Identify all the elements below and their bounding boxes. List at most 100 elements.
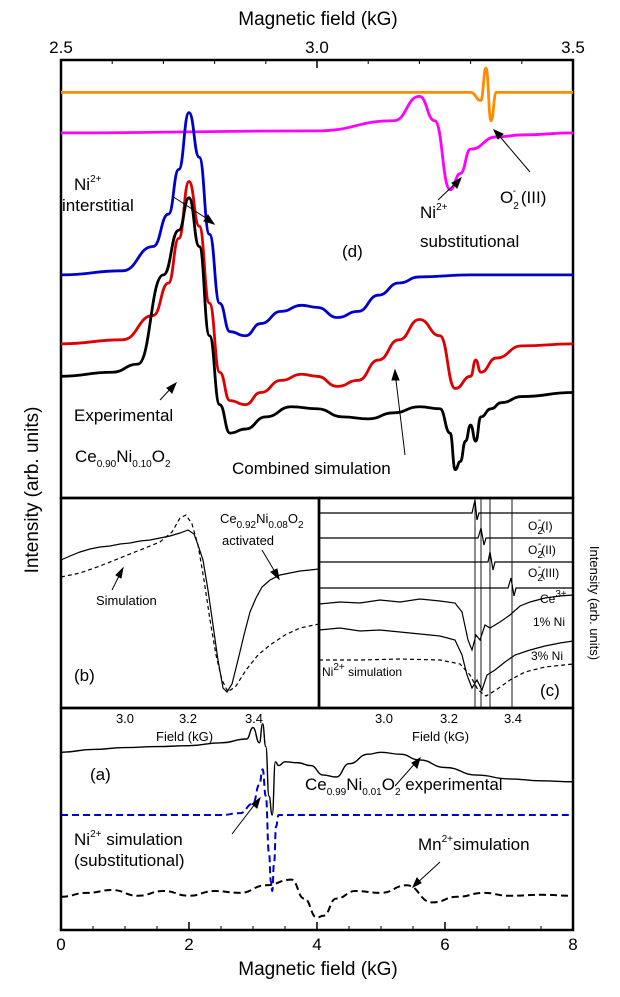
panel-b-tick-32: 3.2	[179, 711, 197, 726]
arrowhead-mn-sim-a	[411, 877, 422, 889]
arrowhead-activated	[270, 568, 280, 581]
arrowhead-substitutional	[451, 176, 462, 189]
formula-part: 2	[298, 520, 304, 531]
panel-a-series	[60, 723, 574, 919]
arrow-interstitial	[171, 195, 213, 223]
label-ni-substitutional-sup: 2+	[436, 202, 448, 213]
bottom-tick-label: 6	[440, 935, 449, 954]
label-ni-sim-a-sup: 2+	[90, 829, 102, 840]
label-o2-iii-sup: -	[513, 186, 516, 197]
panel-c-o2-iii-line	[319, 551, 573, 571]
label-simulation-b: Simulation	[96, 593, 157, 608]
label-interstitial: interstitial	[62, 196, 134, 215]
bottom-tick-label: 0	[56, 935, 65, 954]
formula-part: 0.08	[268, 520, 288, 531]
panel-d-label: (d)	[342, 242, 363, 261]
formula-part: Ce	[220, 511, 237, 526]
arrowhead-combined	[391, 368, 400, 381]
label-o2-i: O2-(I)	[528, 515, 553, 537]
formula-part: 0.92	[237, 520, 257, 531]
label-ni-simulation-c-ni: Ni	[322, 665, 333, 679]
arrow-o2-iii	[495, 131, 531, 173]
formula-part: O	[288, 511, 298, 526]
label-o2-iii-c-o: O	[528, 566, 537, 580]
formula-part: 0.90	[97, 459, 117, 470]
label-ni-simulation-c-sup: 2+	[333, 662, 345, 673]
panel-b-field-axis: 3.0 3.2 3.4 Field (kG)	[116, 711, 263, 744]
label-ni-simulation-c: Ni2+ simulation	[322, 662, 402, 679]
panel-c-ce3-line	[319, 577, 573, 597]
arrowhead-interstitial	[203, 214, 216, 225]
panel-c-field-axis: 3.0 3.2 3.4 Field (kG)	[375, 711, 522, 744]
label-ni-sim-a-line1: Ni2+ simulation	[74, 829, 183, 849]
bottom-tick-label: 4	[312, 935, 321, 954]
label-o2-iii-c-sup: -	[538, 562, 541, 573]
formula-part: 0.10	[132, 459, 152, 470]
y-axis-title: Intensity (arb. units)	[22, 407, 43, 574]
label-ce3: Ce3+	[540, 589, 567, 606]
panel-c-3pct-ni-line	[318, 627, 574, 692]
series-ni2-interstitial-line	[60, 111, 573, 338]
panel-b-experimental-line	[60, 529, 320, 693]
panel-c-axis-title: Field (kG)	[412, 729, 469, 744]
panel-c-o2-i-line	[319, 499, 573, 521]
panel-b-axis-title: Field (kG)	[156, 729, 213, 744]
label-3pct-ni: 3% Ni	[531, 649, 563, 663]
series-ni2-substitutional-line	[60, 94, 574, 192]
label-mn-sim-a-mn: Mn	[418, 835, 442, 854]
panel-b-tick-34: 3.4	[245, 711, 263, 726]
bottom-tick-label: 2	[184, 935, 193, 954]
formula-panel-b: Ce0.92Ni0.08O2	[220, 511, 304, 531]
series-experimental-line	[60, 196, 574, 472]
panel-c-o2-ii-line	[319, 527, 573, 546]
label-ni-sim-a-text: simulation	[101, 830, 182, 849]
label-ni-substitutional-ni: Ni	[420, 203, 436, 222]
arrowhead-experimental	[166, 381, 177, 394]
arrowhead-ni-sim-a	[251, 796, 261, 809]
label-o2-i-o: O	[528, 519, 537, 533]
panel-bc-series	[60, 498, 574, 708]
bottom-axis-title: Magnetic field (kG)	[238, 959, 397, 980]
label-ni-simulation-c-text: simulation	[345, 665, 402, 679]
label-o2-iii-after: (III)	[516, 188, 546, 207]
label-o2-ii-sup: -	[538, 539, 541, 550]
formula-panel-d: Ce0.90Ni0.10O2	[75, 447, 171, 470]
top-axis-title: Magnetic field (kG)	[238, 9, 397, 30]
formula-part: experimental	[401, 775, 503, 794]
label-mn-sim-a: Mn2+simulation	[418, 834, 530, 854]
label-experimental: Experimental	[74, 406, 173, 425]
formula-part: Ni	[256, 511, 268, 526]
arrowhead-simulation-b	[115, 566, 124, 579]
label-mn-sim-a-sup: 2+	[442, 834, 454, 845]
panel-c-1pct-ni-line	[318, 594, 574, 652]
label-ni-interstitial-sup: 2+	[90, 174, 102, 185]
top-tick-label: 3.0	[305, 38, 329, 57]
panel-b-tick-30: 3.0	[116, 711, 134, 726]
series-o2-iii-line	[61, 66, 573, 123]
label-ni-substitutional: Ni2+	[420, 202, 448, 222]
label-o2-ii-o: O	[528, 543, 537, 557]
formula-part: O	[152, 447, 165, 466]
top-tick-label: 2.5	[49, 38, 73, 57]
label-o2-i-sup: -	[538, 515, 541, 526]
formula-part: Ce	[75, 447, 97, 466]
panel-c-y-axis-title: Intensity (arb. units)	[587, 546, 602, 660]
arrowhead-o2-iii	[493, 129, 504, 140]
label-o2-ii-sub: 2	[537, 550, 543, 561]
formula-part: 2	[395, 787, 401, 798]
panel-c-tick-34: 3.4	[504, 711, 522, 726]
panel-a-label: (a)	[90, 765, 111, 784]
label-ce3-sup: 3+	[555, 589, 567, 600]
series-mn2-simulation-line	[60, 878, 574, 919]
top-axis: 2.5 3.0 3.5	[49, 38, 585, 68]
label-o2-ii-suffix: (II)	[541, 543, 556, 557]
bottom-tick-label: 8	[568, 935, 577, 954]
label-combined-simulation: Combined simulation	[232, 459, 391, 478]
panel-d-frame	[59, 58, 575, 500]
label-o2-iii-c: O2-(III)	[528, 562, 559, 584]
series-combined-simulation-line	[60, 180, 574, 407]
label-ni-sim-a-line2: (substitutional)	[74, 851, 185, 870]
panel-c-baselines	[318, 498, 574, 708]
series-ni2-simulation-substitutional-line	[61, 768, 573, 893]
